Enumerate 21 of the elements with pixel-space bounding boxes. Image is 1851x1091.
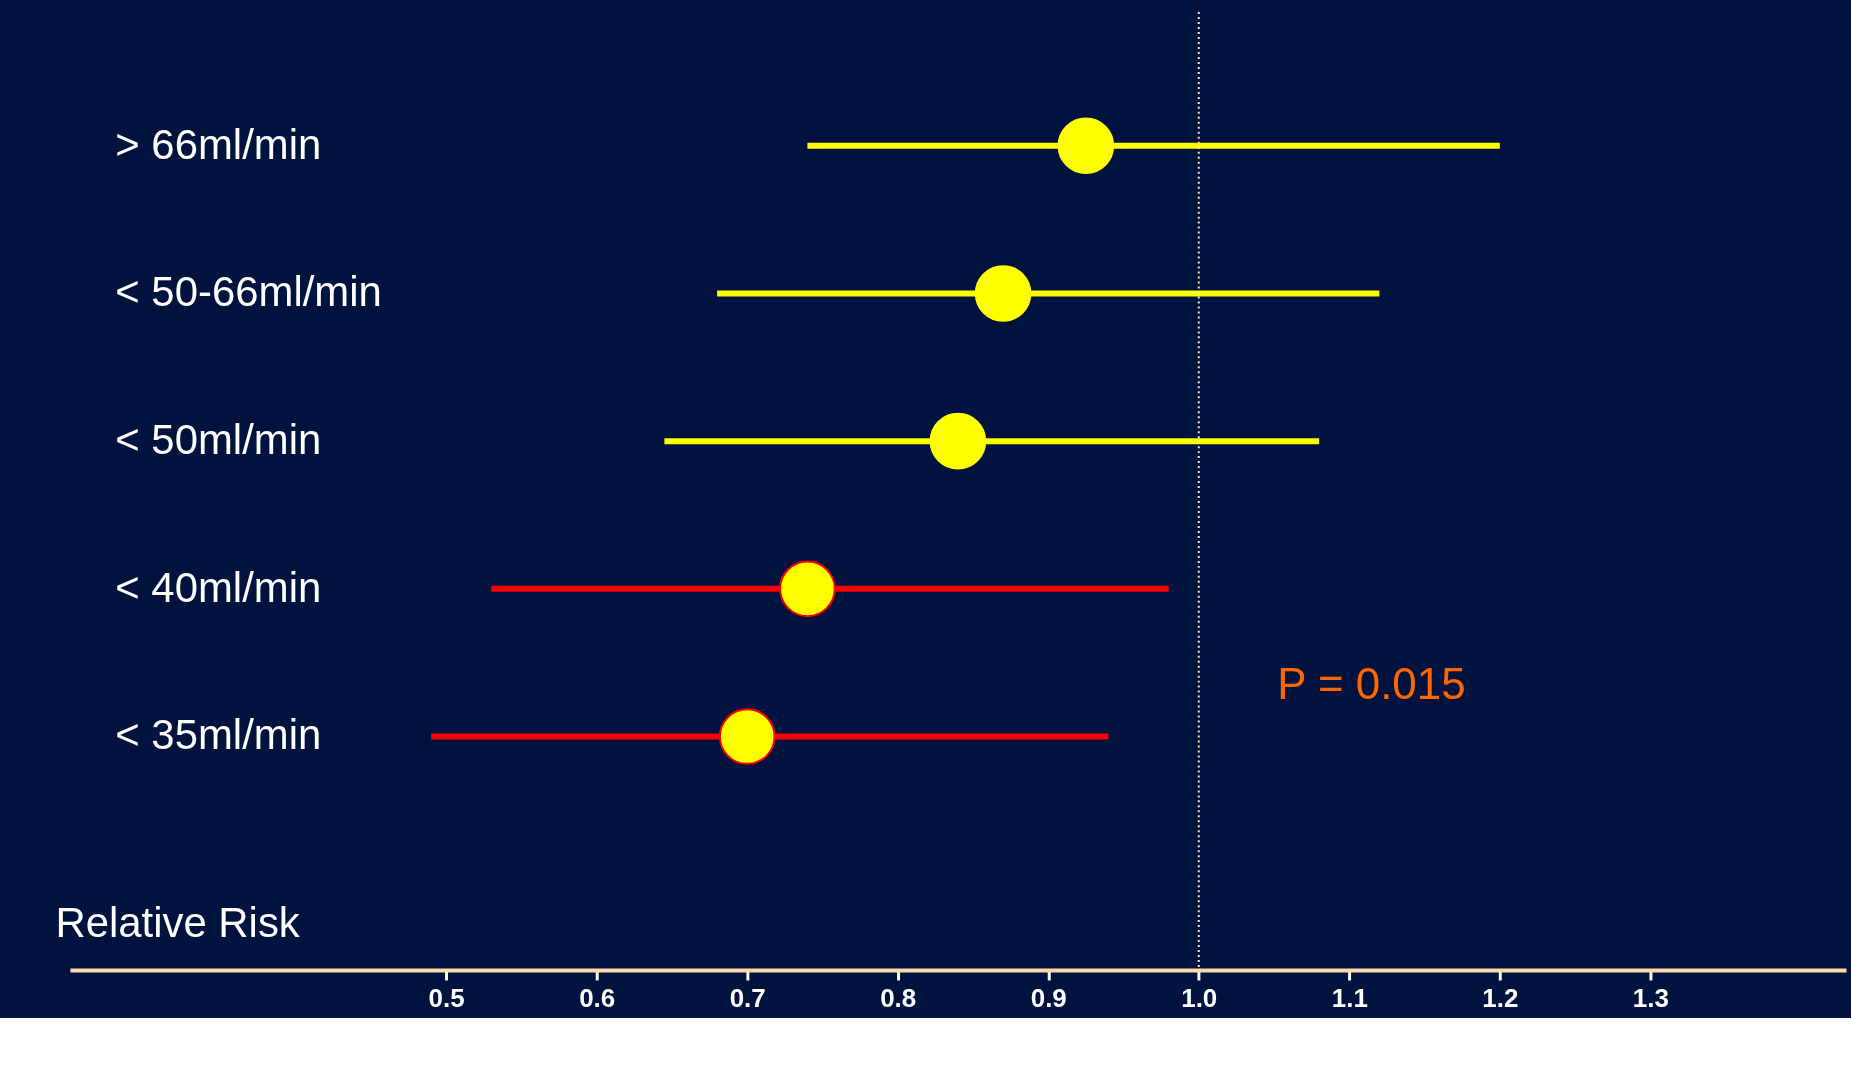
y-tick-label: < 40ml/min <box>115 563 322 611</box>
point <box>779 560 836 618</box>
y-tick-label: < 35ml/min <box>115 711 322 759</box>
x-tick-label: 0.7 <box>729 984 766 1013</box>
x-tick-label: 0.9 <box>1030 984 1067 1013</box>
x-tick-label: 1.3 <box>1632 984 1669 1013</box>
x-tick-label: 0.8 <box>880 984 917 1013</box>
y-tick-label: < 50ml/min <box>115 416 322 464</box>
x-tick-label: 0.6 <box>579 984 616 1013</box>
point <box>718 708 776 765</box>
point <box>974 265 1032 322</box>
point <box>1057 117 1115 175</box>
x-tick-label: 1.1 <box>1331 984 1368 1013</box>
x-tick-label: 1.2 <box>1482 984 1519 1013</box>
y-tick-label: > 66ml/min <box>115 120 322 168</box>
annotation: P = 0.015 <box>1277 658 1466 708</box>
point <box>929 412 987 470</box>
x-tick-label: 1.0 <box>1181 984 1218 1013</box>
y-tick-label: < 50-66ml/min <box>115 268 382 316</box>
x-axis-title: Relative Risk <box>55 898 300 946</box>
x-tick-label: 0.5 <box>428 984 465 1013</box>
